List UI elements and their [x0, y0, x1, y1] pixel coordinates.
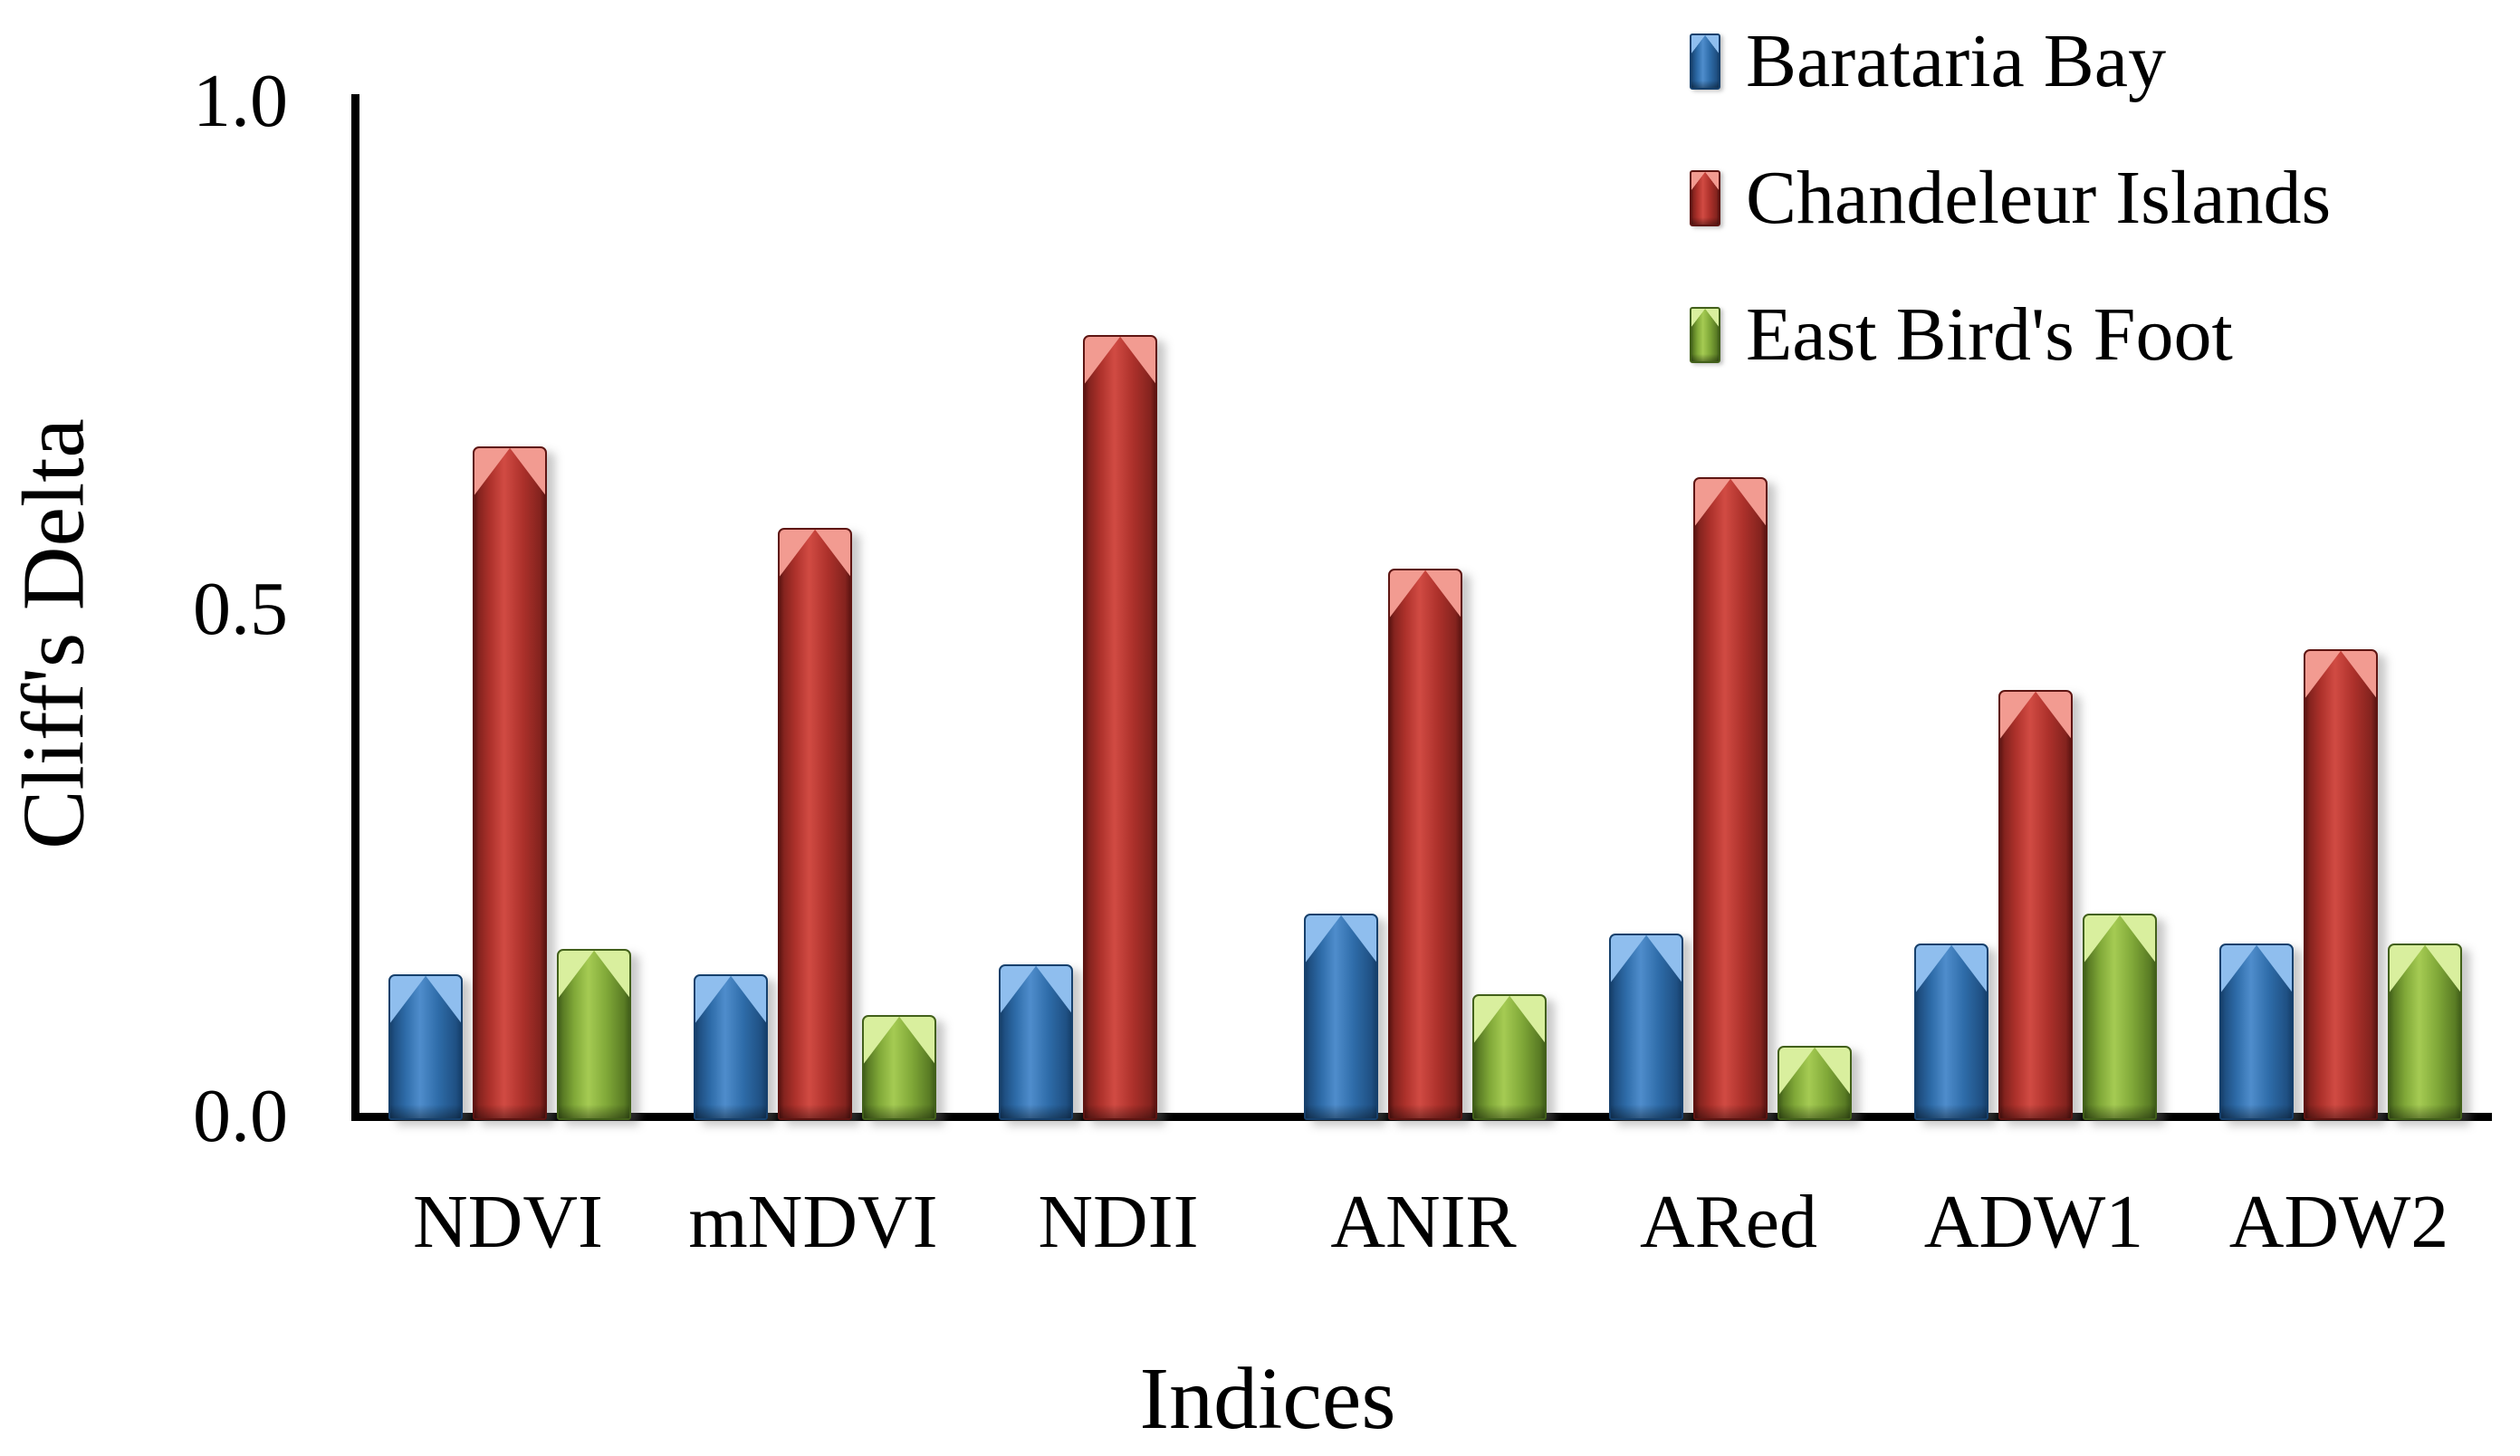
- bar-east-bird-s-foot-adw2: [2388, 944, 2462, 1120]
- bar-east-bird-s-foot-mndvi: [862, 1015, 936, 1120]
- bar-barataria-bay-adw2: [2219, 944, 2294, 1120]
- legend-item-east-bird-s-foot: East Bird's Foot: [1690, 294, 2233, 376]
- legend-label-east-bird-s-foot: East Bird's Foot: [1746, 292, 2233, 377]
- x-tick-ared: ARed: [1640, 1180, 1817, 1264]
- bar-chandeleur-islands-ared: [1693, 477, 1768, 1120]
- y-tick-1-0: 1.0: [193, 59, 288, 143]
- y-axis-line: [351, 94, 359, 1121]
- legend-label-barataria-bay: Barataria Bay: [1746, 19, 2167, 103]
- bar-east-bird-s-foot-ndvi: [557, 949, 631, 1120]
- legend-item-chandeleur-islands: Chandeleur Islands: [1690, 158, 2331, 239]
- bar-chandeleur-islands-adw1: [1998, 690, 2073, 1120]
- legend-swatch-barataria-bay: [1690, 34, 1720, 90]
- legend-swatch-east-bird-s-foot: [1690, 307, 1720, 363]
- bar-barataria-bay-ared: [1609, 934, 1683, 1120]
- x-axis-title: Indices: [1139, 1350, 1396, 1448]
- bar-chandeleur-islands-anir: [1388, 569, 1462, 1120]
- bar-east-bird-s-foot-ared: [1777, 1046, 1852, 1120]
- legend-label-chandeleur-islands: Chandeleur Islands: [1746, 156, 2332, 240]
- x-tick-mndvi: mNDVI: [688, 1180, 938, 1264]
- bar-barataria-bay-adw1: [1914, 944, 1988, 1120]
- x-tick-ndvi: NDVI: [413, 1180, 603, 1264]
- bar-chandeleur-islands-adw2: [2304, 649, 2378, 1120]
- bar-east-bird-s-foot-adw1: [2083, 914, 2157, 1120]
- bar-east-bird-s-foot-anir: [1472, 994, 1547, 1120]
- bar-barataria-bay-anir: [1304, 914, 1378, 1120]
- bar-chandeleur-islands-mndvi: [778, 528, 852, 1120]
- y-tick-0-0: 0.0: [193, 1074, 288, 1158]
- bar-barataria-bay-ndvi: [388, 974, 463, 1120]
- legend-swatch-chandeleur-islands: [1690, 170, 1720, 226]
- legend-item-barataria-bay: Barataria Bay: [1690, 21, 2166, 102]
- bar-chandeleur-islands-ndii: [1083, 335, 1157, 1120]
- x-tick-adw2: ADW2: [2228, 1180, 2449, 1264]
- bar-chandeleur-islands-ndvi: [473, 446, 547, 1120]
- bar-barataria-bay-mndvi: [694, 974, 768, 1120]
- x-tick-anir: ANIR: [1330, 1180, 1517, 1264]
- x-tick-ndii: NDII: [1038, 1180, 1199, 1264]
- x-tick-adw1: ADW1: [1923, 1180, 2144, 1264]
- y-tick-0-5: 0.5: [193, 567, 288, 651]
- bar-barataria-bay-ndii: [999, 964, 1073, 1120]
